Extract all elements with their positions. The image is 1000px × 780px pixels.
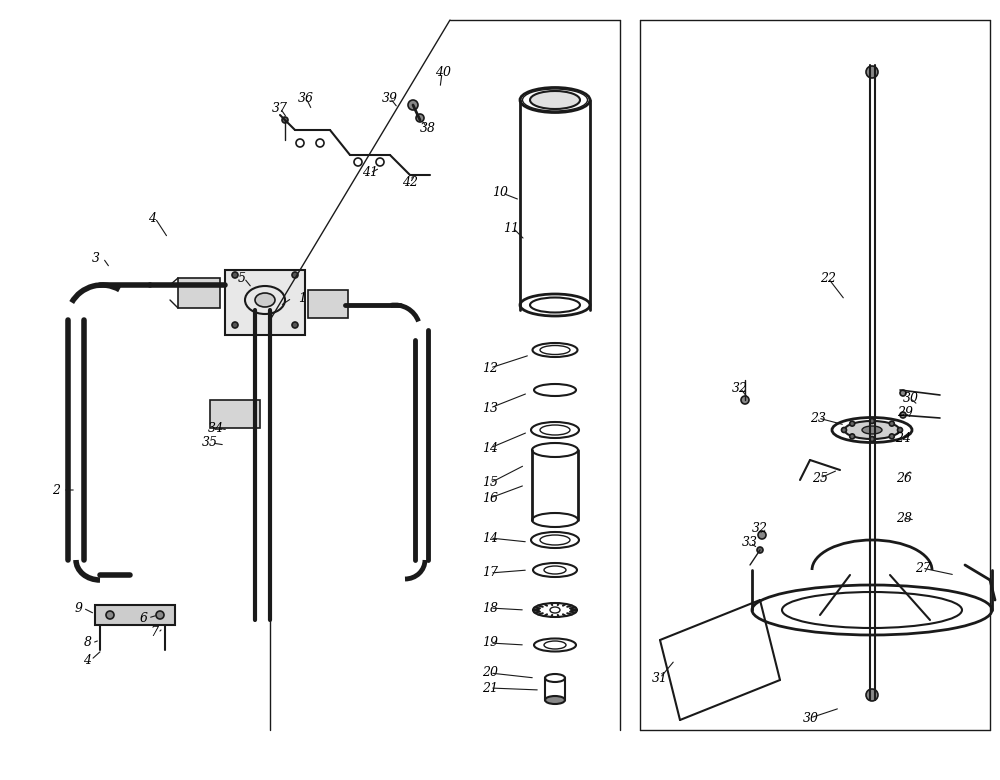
- Circle shape: [850, 421, 855, 426]
- Bar: [308, 290, 348, 318]
- Circle shape: [106, 611, 114, 619]
- Text: 22: 22: [820, 271, 836, 285]
- Text: 34: 34: [208, 421, 224, 434]
- Text: 42: 42: [402, 176, 418, 190]
- Text: 27: 27: [915, 562, 931, 575]
- Circle shape: [850, 434, 855, 439]
- Ellipse shape: [844, 421, 900, 439]
- Text: 1: 1: [298, 292, 306, 304]
- Circle shape: [156, 611, 164, 619]
- Text: 21: 21: [482, 682, 498, 694]
- Ellipse shape: [255, 293, 275, 307]
- Text: 30: 30: [803, 711, 819, 725]
- Circle shape: [416, 114, 424, 122]
- Circle shape: [898, 427, 902, 432]
- Circle shape: [866, 689, 878, 701]
- Text: 5: 5: [238, 271, 246, 285]
- Ellipse shape: [530, 91, 580, 109]
- Text: 15: 15: [482, 477, 498, 490]
- Text: 10: 10: [492, 186, 508, 200]
- Text: 32: 32: [732, 381, 748, 395]
- Text: 14: 14: [482, 441, 498, 455]
- Text: 2: 2: [52, 484, 60, 497]
- Circle shape: [870, 437, 874, 441]
- Text: 4: 4: [83, 654, 91, 666]
- Circle shape: [757, 547, 763, 553]
- Circle shape: [232, 322, 238, 328]
- Circle shape: [870, 419, 874, 424]
- Circle shape: [842, 427, 846, 432]
- Text: 20: 20: [482, 666, 498, 679]
- Circle shape: [866, 66, 878, 78]
- Text: 26: 26: [896, 471, 912, 484]
- Circle shape: [292, 272, 298, 278]
- Text: 38: 38: [420, 122, 436, 134]
- Text: 9: 9: [75, 601, 83, 615]
- Text: 36: 36: [298, 91, 314, 105]
- Circle shape: [292, 322, 298, 328]
- Text: 8: 8: [84, 636, 92, 650]
- Text: 4: 4: [148, 211, 156, 225]
- Bar: [225, 270, 305, 335]
- Text: 23: 23: [810, 412, 826, 424]
- Circle shape: [408, 100, 418, 110]
- Text: 16: 16: [482, 491, 498, 505]
- Circle shape: [889, 434, 894, 439]
- Text: 6: 6: [140, 612, 148, 625]
- Text: 25: 25: [812, 471, 828, 484]
- Text: 24: 24: [895, 431, 911, 445]
- Ellipse shape: [862, 426, 882, 434]
- Circle shape: [758, 531, 766, 539]
- Text: 19: 19: [482, 636, 498, 650]
- Text: 33: 33: [742, 537, 758, 549]
- Circle shape: [282, 117, 288, 123]
- Text: 37: 37: [272, 101, 288, 115]
- Text: 17: 17: [482, 566, 498, 580]
- Text: 28: 28: [896, 512, 912, 524]
- Text: 18: 18: [482, 601, 498, 615]
- Text: 39: 39: [382, 91, 398, 105]
- Text: 40: 40: [435, 66, 451, 80]
- Circle shape: [232, 272, 238, 278]
- Circle shape: [741, 396, 749, 404]
- Circle shape: [900, 390, 906, 396]
- Text: 11: 11: [503, 222, 519, 235]
- Text: 41: 41: [362, 166, 378, 179]
- Text: 31: 31: [652, 672, 668, 685]
- Bar: [178, 278, 220, 308]
- Text: 29: 29: [897, 406, 913, 420]
- Text: 3: 3: [92, 251, 100, 264]
- Circle shape: [889, 421, 894, 426]
- Bar: [95, 605, 175, 625]
- Text: 14: 14: [482, 531, 498, 544]
- Text: 7: 7: [150, 626, 158, 640]
- Text: 13: 13: [482, 402, 498, 414]
- Bar: [210, 400, 260, 428]
- Text: 32: 32: [752, 522, 768, 534]
- Ellipse shape: [545, 696, 565, 704]
- Text: 35: 35: [202, 437, 218, 449]
- Text: 30: 30: [903, 392, 919, 405]
- Circle shape: [900, 412, 906, 418]
- Text: 12: 12: [482, 361, 498, 374]
